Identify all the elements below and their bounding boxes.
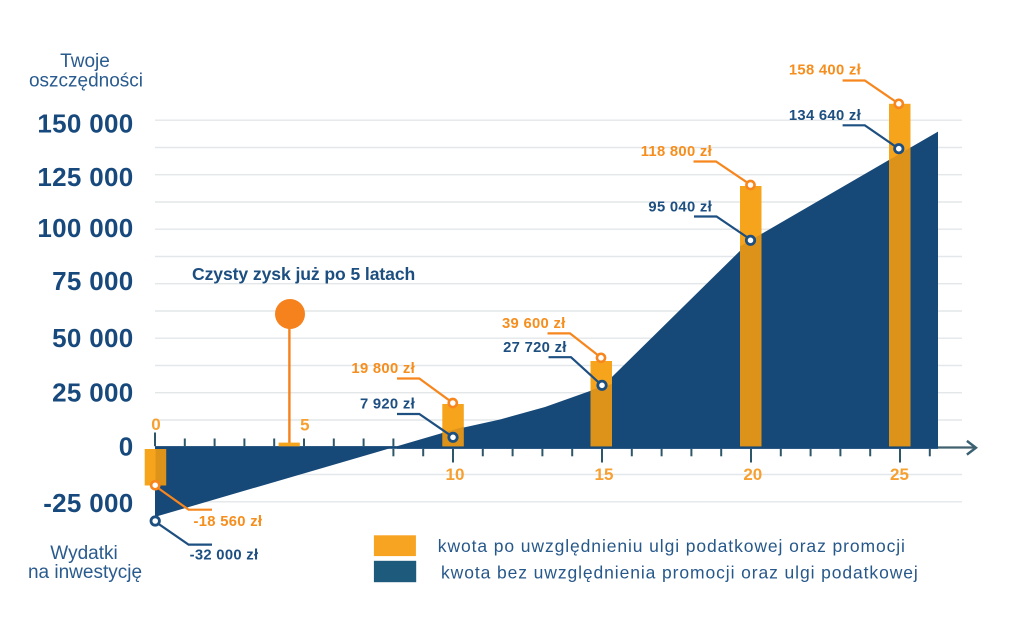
- svg-text:-18 560 zł: -18 560 zł: [194, 514, 263, 530]
- svg-text:150 000: 150 000: [37, 108, 133, 138]
- svg-text:134 640 zł: 134 640 zł: [789, 108, 861, 124]
- svg-text:25 000: 25 000: [52, 378, 133, 408]
- svg-text:39 600 zł: 39 600 zł: [502, 316, 566, 332]
- svg-text:-25 000: -25 000: [43, 488, 133, 518]
- svg-text:50 000: 50 000: [52, 323, 133, 353]
- svg-text:100 000: 100 000: [37, 213, 133, 243]
- svg-text:125 000: 125 000: [37, 162, 133, 192]
- svg-text:15: 15: [595, 465, 614, 484]
- svg-text:-32 000 zł: -32 000 zł: [190, 547, 259, 563]
- svg-text:5: 5: [300, 416, 309, 435]
- svg-text:25: 25: [890, 465, 909, 484]
- svg-text:0: 0: [151, 415, 160, 434]
- svg-text:oszczędności: oszczędności: [29, 71, 143, 92]
- svg-text:na inwestycję: na inwestycję: [28, 562, 142, 583]
- svg-text:kwota bez uwzględnienia promoc: kwota bez uwzględnienia promocji oraz ul…: [441, 562, 919, 582]
- svg-text:7 920 zł: 7 920 zł: [360, 397, 415, 413]
- svg-text:Twoje: Twoje: [60, 51, 110, 72]
- svg-text:95 040 zł: 95 040 zł: [648, 200, 712, 216]
- svg-text:Czysty zysk już po 5 latach: Czysty zysk już po 5 latach: [192, 264, 415, 284]
- svg-text:20: 20: [743, 465, 762, 484]
- svg-text:75 000: 75 000: [52, 266, 133, 296]
- svg-text:118 800 zł: 118 800 zł: [641, 144, 712, 160]
- svg-text:Wydatki: Wydatki: [50, 543, 117, 564]
- svg-text:kwota po uwzględnieniu ulgi po: kwota po uwzględnieniu ulgi podatkowej o…: [438, 536, 906, 556]
- svg-text:19 800 zł: 19 800 zł: [351, 361, 415, 377]
- svg-text:27 720 zł: 27 720 zł: [503, 340, 567, 356]
- svg-text:0: 0: [119, 432, 134, 462]
- svg-text:10: 10: [446, 465, 465, 484]
- svg-text:158 400 zł: 158 400 zł: [789, 63, 861, 79]
